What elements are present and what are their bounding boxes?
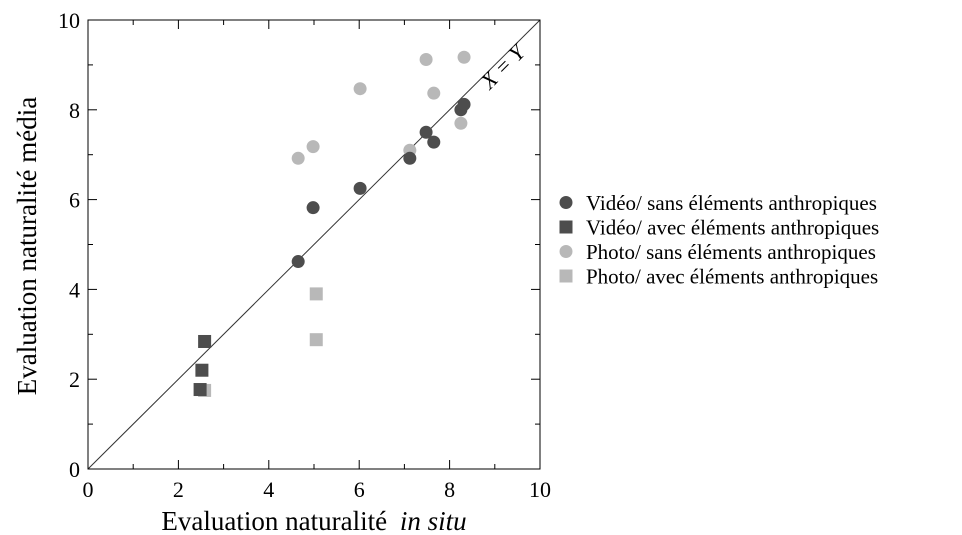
reference-line-label: X = Y	[475, 38, 532, 95]
plot-area	[87, 19, 541, 470]
x-tick-label: 8	[444, 477, 455, 502]
data-point-circle	[419, 125, 433, 139]
y-tick-label: 0	[69, 457, 80, 482]
data-point-circle	[419, 53, 433, 67]
data-point-square	[193, 383, 207, 397]
x-tick-label: 4	[263, 477, 274, 502]
y-tick-label: 4	[69, 277, 80, 302]
reference-line	[87, 19, 541, 470]
y-tick-label: 8	[69, 98, 80, 123]
y-tick-label: 2	[69, 367, 80, 392]
data-marks	[193, 50, 471, 397]
legend: Vidéo/ sans éléments anthropiquesVidéo/ …	[559, 191, 879, 289]
data-point-circle	[353, 181, 367, 195]
legend-label: Photo/ avec éléments anthropiques	[586, 265, 878, 289]
legend-marker	[559, 196, 573, 209]
legend-marker	[559, 245, 573, 258]
data-point-circle	[306, 201, 320, 215]
x-tick-label: 2	[173, 477, 184, 502]
x-tick-label: 0	[83, 477, 94, 502]
x-tick-label: 10	[529, 477, 551, 502]
data-point-square	[198, 334, 212, 348]
y-axis-title: Evaluation naturalité média	[12, 97, 42, 395]
data-point-circle	[306, 140, 320, 154]
data-point-circle	[454, 116, 468, 130]
x-axis-title: Evaluation naturalité in situ	[161, 506, 466, 535]
x-tick-label: 6	[354, 477, 365, 502]
data-point-circle	[427, 135, 441, 149]
data-point-square	[195, 363, 209, 377]
legend-label: Vidéo/ avec éléments anthropiques	[586, 216, 879, 240]
data-point-circle	[403, 151, 417, 165]
data-point-circle	[427, 86, 441, 100]
data-point-square	[309, 333, 323, 347]
x-axis-title-main: Evaluation naturalité	[161, 506, 387, 535]
data-point-circle	[457, 50, 471, 64]
axis-ticks: 0 2 4 6 8 10 0 2 4 6 8 10	[58, 8, 551, 502]
x-axis-title-italic: in situ	[400, 506, 467, 535]
data-point-circle	[353, 82, 367, 96]
data-point-circle	[291, 151, 305, 165]
data-point-circle	[457, 97, 471, 111]
data-point-circle	[291, 255, 305, 269]
y-tick-label: 6	[69, 188, 80, 213]
legend-marker	[559, 220, 573, 234]
data-point-square	[309, 287, 323, 301]
y-tick-label: 10	[58, 8, 80, 33]
legend-label: Vidéo/ sans éléments anthropiques	[586, 191, 877, 215]
legend-label: Photo/ sans éléments anthropiques	[586, 240, 876, 264]
legend-marker	[559, 269, 573, 283]
